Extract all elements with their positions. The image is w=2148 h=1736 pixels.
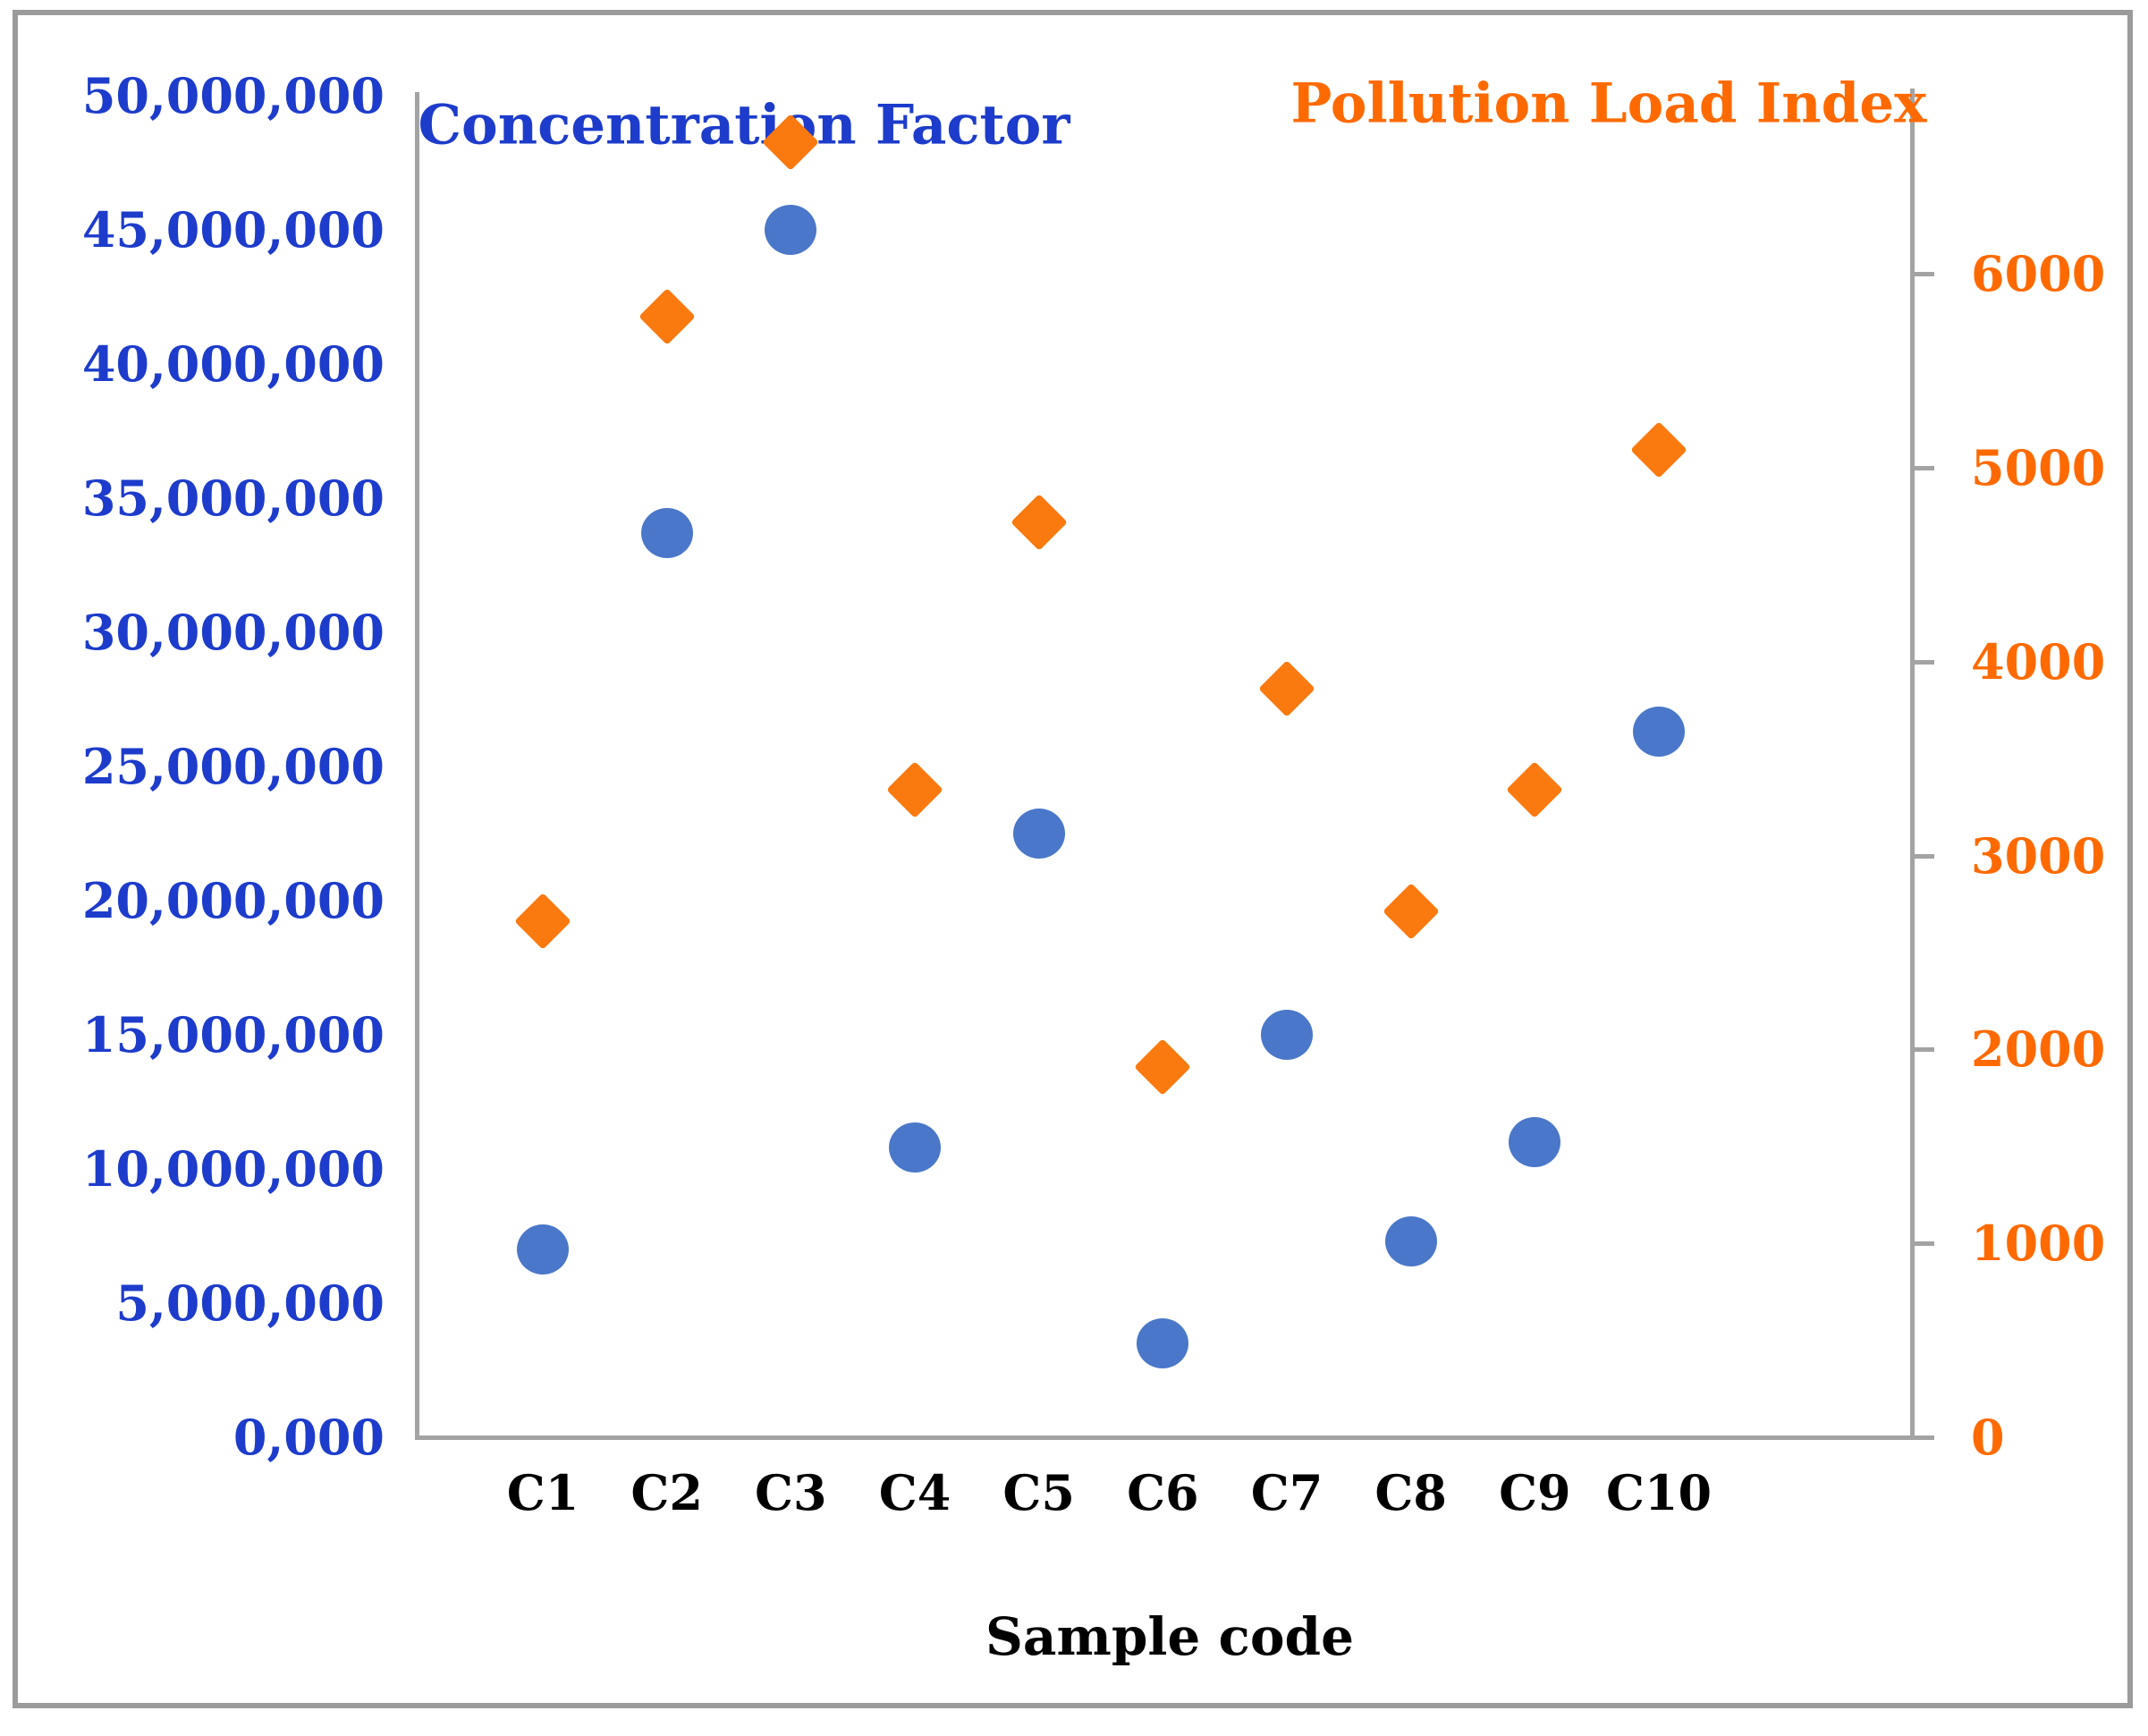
cf-point-c5[interactable] xyxy=(1012,809,1065,859)
x-axis-title: Sample code xyxy=(985,1606,1354,1667)
left-axis-label-30000000: 30,000,000 xyxy=(81,604,385,661)
left-axis-label-50000000: 50,000,000 xyxy=(81,67,385,124)
right-axis-tick-mark xyxy=(1910,465,1934,470)
legend-concentration-factor: Concentration Factor xyxy=(418,93,1070,157)
right-axis-label-0: 0 xyxy=(1971,1409,2005,1466)
cf-point-c6[interactable] xyxy=(1137,1318,1189,1368)
right-axis-tick-mark xyxy=(1910,1047,1934,1053)
right-axis-label-5000: 5000 xyxy=(1971,438,2106,496)
cf-point-c1[interactable] xyxy=(517,1224,569,1274)
x-axis-label-C2: C2 xyxy=(630,1464,703,1521)
x-axis-label-C3: C3 xyxy=(755,1464,827,1521)
right-axis-label-2000: 2000 xyxy=(1971,1020,2106,1079)
left-axis-label-45000000: 45,000,000 xyxy=(81,201,385,258)
right-axis-label-1000: 1000 xyxy=(1971,1215,2106,1273)
cf-point-c7[interactable] xyxy=(1261,1010,1314,1060)
cf-point-c3[interactable] xyxy=(765,205,817,255)
cf-point-c4[interactable] xyxy=(889,1122,941,1173)
left-axis-label-25000000: 25,000,000 xyxy=(81,738,385,795)
left-axis-label-20000000: 20,000,000 xyxy=(81,872,385,929)
left-axis-label-10000000: 10,000,000 xyxy=(81,1140,385,1198)
x-axis-label-C10: C10 xyxy=(1605,1464,1712,1521)
legend-pollution-load-index: Pollution Load Index xyxy=(1290,72,1927,136)
cf-point-c2[interactable] xyxy=(640,508,693,558)
x-axis-label-C7: C7 xyxy=(1250,1464,1323,1521)
x-axis-label-C1: C1 xyxy=(506,1464,579,1521)
x-axis-label-C8: C8 xyxy=(1374,1464,1447,1521)
left-axis-label-5000000: 5,000,000 xyxy=(115,1274,385,1332)
left-axis-label-15000000: 15,000,000 xyxy=(81,1006,385,1063)
left-axis-label-35000000: 35,000,000 xyxy=(81,470,385,527)
right-axis-tick-mark xyxy=(1910,1435,1934,1440)
right-axis-label-6000: 6000 xyxy=(1971,245,2106,303)
x-axis-label-C6: C6 xyxy=(1127,1464,1199,1521)
right-axis-tick-mark xyxy=(1910,659,1934,665)
chart-outer-border xyxy=(13,10,2133,1708)
x-axis-label-C5: C5 xyxy=(1002,1464,1075,1521)
right-axis-tick-mark xyxy=(1910,1241,1934,1247)
right-axis-tick-mark xyxy=(1910,272,1934,277)
right-axis-label-3000: 3000 xyxy=(1971,826,2106,885)
cf-point-c9[interactable] xyxy=(1509,1117,1561,1167)
left-axis-label-0000: 0,000 xyxy=(233,1409,385,1466)
right-axis-label-4000: 4000 xyxy=(1971,632,2106,690)
x-axis-label-C4: C4 xyxy=(878,1464,951,1521)
right-axis-tick-mark xyxy=(1910,853,1934,859)
left-y-axis-line xyxy=(415,92,419,1439)
cf-point-c10[interactable] xyxy=(1633,707,1686,757)
right-y-axis-line xyxy=(1910,89,1915,1439)
left-axis-label-40000000: 40,000,000 xyxy=(81,335,385,393)
cf-point-c8[interactable] xyxy=(1384,1216,1437,1266)
x-axis-line xyxy=(415,1435,1915,1440)
x-axis-label-C9: C9 xyxy=(1499,1464,1571,1521)
